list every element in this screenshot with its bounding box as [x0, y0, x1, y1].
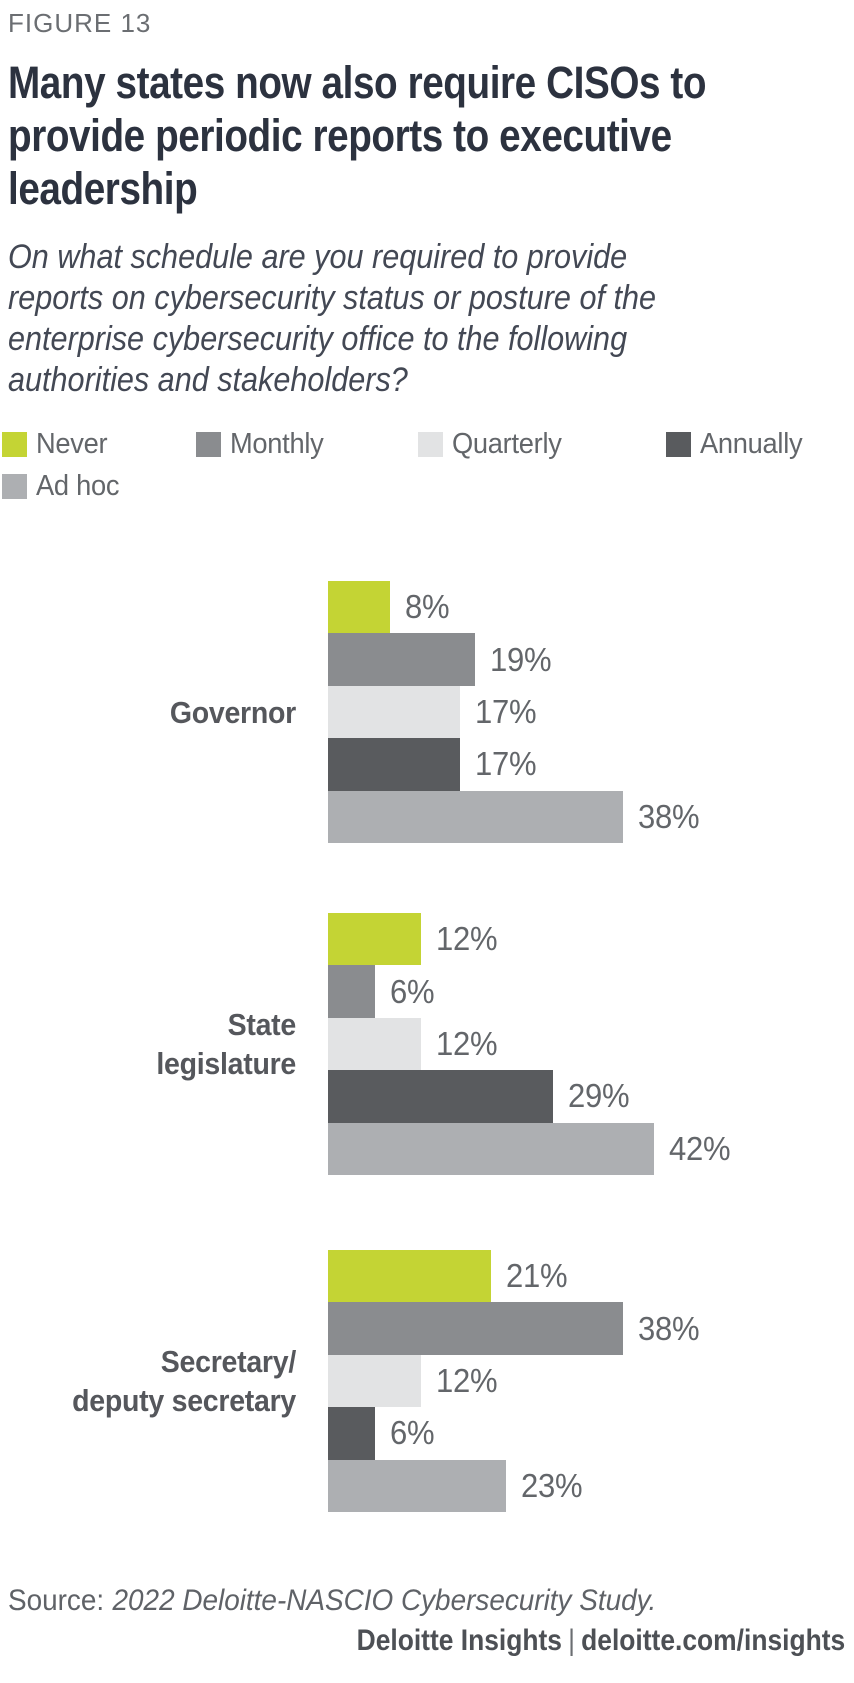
chart-title-line: leadership: [8, 163, 198, 214]
bar-governor-monthly: [328, 633, 476, 686]
source-note: Source: 2022 Deloitte-NASCIO Cybersecurit…: [8, 1584, 656, 1618]
category-label-line: Governor: [169, 694, 296, 730]
bar-state-legislature-annually: [328, 1070, 554, 1123]
category-label-state-legislature: State legislature: [24, 1005, 296, 1083]
legend-label: Quarterly: [452, 428, 562, 460]
bar-value-label: 8%: [405, 588, 450, 626]
brand-name: Deloitte Insights: [356, 1624, 562, 1657]
survey-question-line: On what schedule are you required to pro…: [8, 238, 628, 276]
bar-value-label: 29%: [568, 1077, 630, 1115]
bar-value-label: 12%: [436, 920, 498, 958]
bar-value-label: 38%: [637, 1309, 700, 1347]
bar-value-label: 21%: [505, 1257, 568, 1295]
category-label-line: legislature: [156, 1046, 296, 1081]
legend-item-quarterly: Quarterly: [418, 428, 569, 461]
bar-value-label: 6%: [389, 972, 435, 1010]
legend-swatch-ad-hoc: [2, 474, 27, 499]
bar-secretary-deputy-secretary-quarterly: [328, 1354, 422, 1408]
survey-question: On what schedule are you required to pro…: [8, 237, 728, 401]
survey-question-line: enterprise cybersecurity office to the f…: [8, 320, 628, 358]
legend-label: Ad hoc: [36, 470, 120, 502]
legend-item-ad-hoc: Ad hoc: [2, 470, 125, 503]
bar-state-legislature-never: [328, 913, 422, 966]
bar-governor-annually: [328, 738, 460, 791]
bar-value-label: 19%: [490, 640, 552, 678]
survey-question-line: authorities and stakeholders?: [8, 361, 408, 399]
chart-title: Many states now also require CISOs to pr…: [8, 56, 820, 215]
bar-state-legislature-ad-hoc: [328, 1122, 654, 1175]
bar-value-label: 38%: [637, 797, 700, 835]
bar-value-label: 17%: [474, 692, 537, 730]
bar-value-label: 23%: [521, 1466, 583, 1504]
source-citation: 2022 Deloitte-NASCIO Cybersecurity Study…: [112, 1584, 657, 1617]
bar-governor-ad-hoc: [328, 790, 623, 843]
brand-url: deloitte.com/insights: [580, 1624, 845, 1657]
legend-swatch-annually: [666, 432, 691, 457]
legend-swatch-monthly: [196, 432, 221, 457]
bar-secretary-deputy-secretary-never: [328, 1250, 491, 1303]
bar-value-label: 6%: [389, 1414, 435, 1452]
bar-secretary-deputy-secretary-ad-hoc: [328, 1459, 507, 1512]
category-label-line: Secretary/: [160, 1344, 296, 1379]
category-label-secretary-deputy-secretary: Secretary/deputy secretary: [24, 1342, 296, 1420]
category-label-line: State: [227, 1007, 297, 1042]
bar-value-label: 12%: [436, 1361, 498, 1399]
legend-item-never: Never: [2, 428, 112, 461]
bar-value-label: 17%: [474, 745, 537, 783]
bar-secretary-deputy-secretary-monthly: [328, 1302, 623, 1355]
legend-label: Never: [36, 428, 108, 460]
deloitte-insights-branding: Deloitte Insights | deloitte.com/insights: [356, 1624, 845, 1658]
bar-governor-never: [328, 581, 391, 634]
bar-value-label: 42%: [668, 1129, 731, 1167]
bar-state-legislature-monthly: [328, 965, 375, 1018]
category-label-line: deputy secretary: [72, 1383, 296, 1418]
legend-label: Annually: [700, 428, 803, 460]
legend-item-monthly: Monthly: [196, 428, 329, 461]
figure-number: FIGURE 13: [8, 8, 152, 38]
bar-governor-quarterly: [328, 685, 460, 739]
legend-swatch-quarterly: [418, 432, 443, 457]
category-label-governor: Governor: [24, 693, 296, 732]
source-label: Source:: [8, 1584, 105, 1617]
chart-title-line: Many states now also require CISOs to: [8, 57, 707, 108]
bar-secretary-deputy-secretary-annually: [328, 1407, 375, 1460]
bar-state-legislature-quarterly: [328, 1017, 422, 1071]
chart-title-line: provide periodic reports to executive: [8, 110, 672, 161]
bar-value-label: 12%: [436, 1024, 498, 1062]
legend-label: Monthly: [230, 428, 324, 460]
survey-question-line: reports on cybersecurity status or postu…: [8, 279, 657, 317]
legend-swatch-never: [2, 432, 27, 457]
brand-separator-icon: |: [567, 1624, 575, 1657]
legend-item-annually: Annually: [666, 428, 809, 461]
